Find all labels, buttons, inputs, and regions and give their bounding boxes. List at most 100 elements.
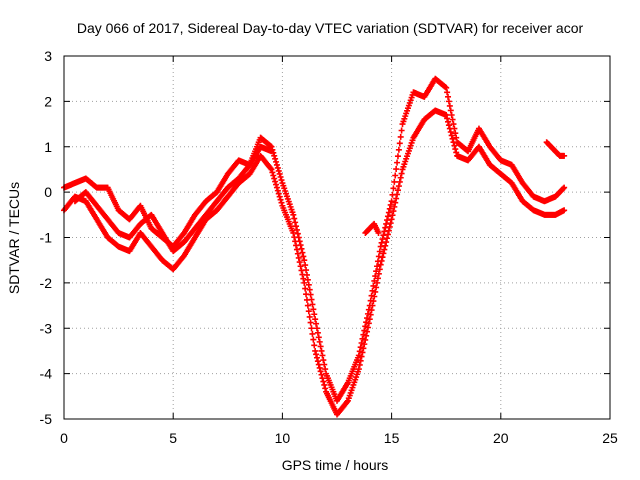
data-point-dense <box>390 208 397 215</box>
data-point-dense <box>374 275 381 282</box>
data-series <box>61 75 568 418</box>
data-point <box>388 216 395 223</box>
data-point-dense <box>300 275 307 282</box>
data-point-dense <box>393 195 400 202</box>
y-tick-label: -5 <box>40 411 53 427</box>
data-point-dense <box>293 246 300 253</box>
data-point <box>366 316 373 323</box>
data-point-dense <box>450 121 457 128</box>
data-point-dense <box>273 158 280 165</box>
data-point-dense <box>179 254 186 261</box>
data-point-dense <box>375 270 382 277</box>
data-point-dense <box>309 301 316 308</box>
data-point-dense <box>385 209 392 216</box>
data-point-dense <box>305 308 312 315</box>
data-point-dense <box>374 263 381 270</box>
data-point <box>312 316 319 323</box>
data-point-dense <box>314 329 321 336</box>
data-point-dense <box>158 228 165 235</box>
data-point-dense <box>449 116 456 123</box>
data-point-dense <box>305 281 312 288</box>
data-point-dense <box>356 361 363 368</box>
data-point <box>388 198 395 205</box>
data-point-dense <box>319 352 326 359</box>
data-point-dense <box>303 291 310 298</box>
data-point-dense <box>233 182 240 189</box>
data-point-dense <box>311 342 318 349</box>
data-point-dense <box>384 231 391 238</box>
x-tick-label: 10 <box>275 430 291 446</box>
data-point-dense <box>308 325 315 332</box>
data-point-dense <box>409 137 416 144</box>
axis-ticks: 0 5 10 15 20 25 -5 -4 -3 -2 -1 0 1 2 3 <box>40 48 618 446</box>
data-point-dense <box>313 320 320 327</box>
x-axis-label: GPS time / hours <box>282 457 389 473</box>
data-point-dense <box>291 234 298 241</box>
data-point-dense <box>313 351 320 358</box>
data-point-dense <box>276 193 283 200</box>
data-point-dense <box>313 325 320 332</box>
data-point-dense <box>379 254 386 261</box>
data-point-dense <box>270 172 277 179</box>
data-point-dense <box>357 357 364 364</box>
data-point-dense <box>447 107 454 114</box>
data-point-dense <box>398 127 405 134</box>
data-point-dense <box>354 368 361 375</box>
data-point-dense <box>313 354 320 361</box>
series-satellite-track-middle <box>71 143 275 255</box>
data-point-dense <box>277 196 284 203</box>
data-point-dense <box>310 306 317 313</box>
x-tick-label: 20 <box>493 430 509 446</box>
data-point-dense <box>320 378 327 385</box>
data-point-dense <box>293 242 300 249</box>
x-tick-label: 5 <box>169 430 177 446</box>
data-point-dense <box>445 122 452 129</box>
data-point-dense <box>390 185 397 192</box>
data-point-dense <box>560 185 567 192</box>
data-point-dense <box>393 166 400 173</box>
data-point-dense <box>278 177 285 184</box>
data-point-dense <box>291 215 298 222</box>
data-point-dense <box>269 169 276 176</box>
data-point-dense <box>273 181 280 188</box>
x-tick-label: 0 <box>60 430 68 446</box>
data-point-dense <box>444 89 451 96</box>
data-point-dense <box>445 118 452 125</box>
data-point-dense <box>299 271 306 278</box>
data-point-dense <box>442 84 449 91</box>
data-point-dense <box>446 125 453 132</box>
data-point-dense <box>317 343 324 350</box>
data-point-dense <box>451 142 458 149</box>
data-point <box>301 279 308 286</box>
data-point-dense <box>442 111 449 118</box>
data-point-dense <box>397 174 404 181</box>
data-point-dense <box>343 400 350 407</box>
data-point-dense <box>201 214 208 221</box>
data-point-dense <box>321 381 328 388</box>
data-point-dense <box>387 220 394 227</box>
data-point-dense <box>295 254 302 261</box>
data-point-dense <box>179 232 186 239</box>
data-point-dense <box>386 223 393 230</box>
data-point-dense <box>392 199 399 206</box>
data-point-dense <box>448 132 455 139</box>
data-point-dense <box>297 263 304 270</box>
data-point-dense <box>321 361 328 368</box>
data-point-dense <box>384 235 391 242</box>
data-point-dense <box>394 159 401 166</box>
data-point-dense <box>212 200 219 207</box>
data-point-dense <box>560 207 567 214</box>
data-point-dense <box>303 296 310 303</box>
data-point-dense <box>376 266 383 273</box>
data-point-dense <box>445 98 452 105</box>
data-point-dense <box>363 332 370 339</box>
data-point-dense <box>394 191 401 198</box>
data-point-dense <box>317 368 324 375</box>
y-tick-label: 0 <box>44 184 52 200</box>
data-point-dense <box>389 212 396 219</box>
data-point <box>312 347 319 354</box>
data-point-dense <box>316 338 323 345</box>
chart-title: Day 066 of 2017, Sidereal Day-to-day VTE… <box>77 20 584 36</box>
data-point-dense <box>274 187 281 194</box>
y-tick-label: 1 <box>44 139 52 155</box>
